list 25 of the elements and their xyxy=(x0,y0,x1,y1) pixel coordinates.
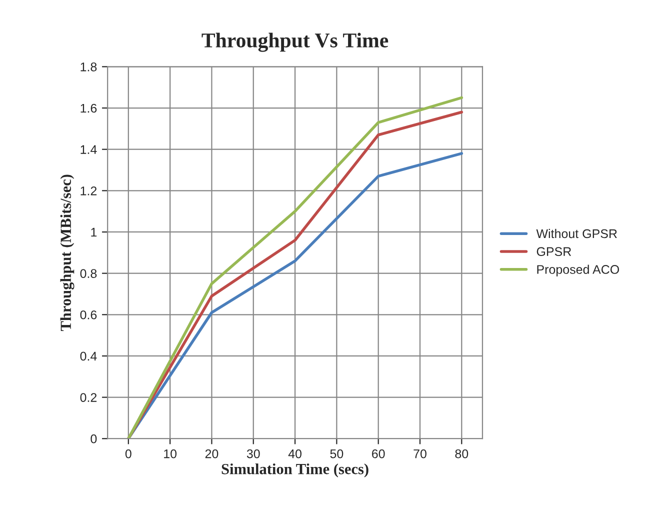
legend-label: Proposed ACO xyxy=(537,264,620,276)
y-tick-label: 1 xyxy=(91,228,97,237)
legend-label: GPSR xyxy=(536,247,572,256)
y-axis-title: Throughput (MBits/sec) xyxy=(60,174,74,332)
legend-label: Without GPSR xyxy=(536,228,617,238)
y-tick-label: 1.4 xyxy=(80,145,97,154)
x-tick-label: 50 xyxy=(330,449,344,458)
y-tick-label: 0.4 xyxy=(80,352,97,361)
y-tick-label: 1.8 xyxy=(80,62,97,72)
y-tick-label: 1.6 xyxy=(80,104,97,113)
x-tick-label: 10 xyxy=(164,449,177,458)
x-tick-label: 20 xyxy=(205,449,218,458)
x-axis-title: Simulation Time (secs) xyxy=(222,463,368,478)
y-tick-label: 0.6 xyxy=(80,310,97,320)
y-tick-label: 0 xyxy=(90,434,97,444)
x-tick-label: 0 xyxy=(125,449,132,458)
chart-title: Throughput Vs Time xyxy=(202,32,388,52)
x-tick-label: 70 xyxy=(414,449,426,458)
y-tick-label: 0.2 xyxy=(80,393,97,402)
x-tick-label: 80 xyxy=(455,449,468,458)
x-tick-label: 30 xyxy=(246,449,260,458)
y-tick-label: 0.8 xyxy=(80,269,97,278)
x-tick-label: 60 xyxy=(372,449,385,458)
x-tick-label: 40 xyxy=(288,449,302,458)
y-tick-label: 1.2 xyxy=(80,186,97,196)
